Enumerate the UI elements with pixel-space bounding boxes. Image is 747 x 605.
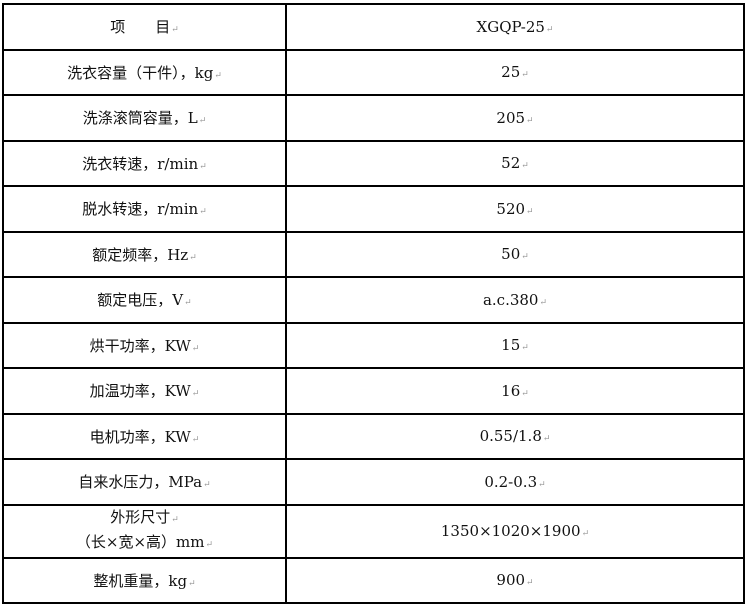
row-item: 加温功率，KW: [90, 382, 200, 400]
row-value: 16: [501, 382, 529, 400]
row-value: a.c.380: [483, 291, 547, 309]
row-item: 洗衣容量（干件），kg: [67, 64, 222, 82]
row-value: 205: [496, 109, 533, 127]
row-value: 52: [501, 154, 529, 172]
table-row: 额定电压，V a.c.380: [2, 276, 745, 324]
table-row: 加温功率，KW 16: [2, 367, 745, 415]
row-item: 额定频率，Hz: [92, 246, 197, 264]
table-row: 洗衣转速，r/min 52: [2, 139, 745, 187]
header-item: 项 目: [110, 18, 179, 36]
row-item: 洗衣转速，r/min: [82, 155, 206, 173]
row-value: 50: [501, 245, 529, 263]
row-value: 1350×1020×1900: [441, 522, 589, 540]
row-item: 脱水转速，r/min: [82, 200, 206, 218]
row-value: 0.2-0.3: [484, 473, 545, 491]
table-row: 电机功率，KW 0.55/1.8: [2, 412, 745, 460]
row-value: 900: [496, 571, 533, 589]
row-item: 自来水压力，MPa: [78, 473, 210, 491]
row-value: 520: [496, 200, 533, 218]
table-row: 外形尺寸 （长×宽×高）mm 1350×1020×1900: [2, 503, 745, 559]
row-item: 洗涤滚筒容量，L: [83, 109, 207, 127]
table-row: 脱水转速，r/min 520: [2, 185, 745, 233]
table-row: 洗涤滚筒容量，L 205: [2, 94, 745, 142]
table-row: 自来水压力，MPa 0.2-0.3: [2, 458, 745, 506]
table-row: 烘干功率，KW 15: [2, 321, 745, 369]
row-item: 外形尺寸: [4, 506, 285, 531]
row-item: （长×宽×高）mm: [4, 531, 285, 556]
row-value: 15: [501, 336, 529, 354]
row-value: 0.55/1.8: [480, 427, 551, 445]
row-item: 额定电压，V: [97, 291, 191, 309]
table-row: 额定频率，Hz 50: [2, 230, 745, 278]
header-model: XGQP-25: [477, 18, 554, 36]
table-header-row: 项 目 XGQP-25: [2, 3, 745, 51]
row-item: 整机重量，kg: [93, 572, 195, 590]
table-row: 洗衣容量（干件），kg 25: [2, 48, 745, 96]
table-row: 整机重量，kg 900: [2, 556, 745, 604]
row-item: 烘干功率，KW: [90, 337, 200, 355]
spec-table: 项 目 XGQP-25 洗衣容量（干件），kg 25 洗涤滚筒容量，L 205 洗衣转速…: [2, 3, 745, 604]
row-item: 电机功率，KW: [90, 428, 200, 446]
row-value: 25: [501, 63, 529, 81]
